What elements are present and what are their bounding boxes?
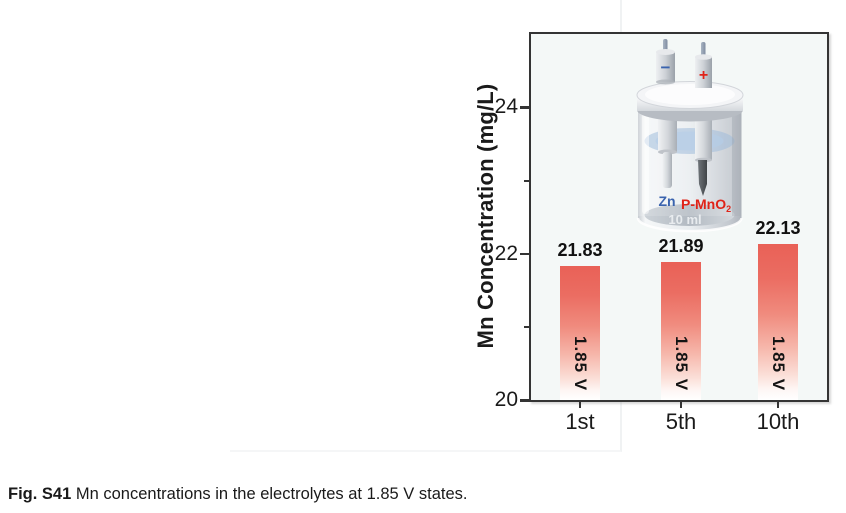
vial-bottom-rim	[636, 217, 743, 233]
figure-panel: Mn Concentration (mg/L) 24 22 20 21.83 1…	[230, 0, 829, 452]
pmno2-label: P-MnO2	[681, 196, 731, 214]
caption-text: Mn concentrations in the electrolytes at…	[71, 485, 468, 503]
x-tick-label-10th: 10th	[756, 409, 800, 434]
glass-highlight	[642, 114, 649, 214]
bar-value-label: 21.83	[557, 240, 603, 260]
y-axis-major-tick	[520, 252, 530, 255]
x-axis-tick	[578, 400, 582, 408]
pmno2-label-sub: 2	[726, 204, 731, 214]
minus-sign: −	[661, 58, 671, 77]
plus-sign: +	[699, 67, 708, 84]
bar-group-5th: 21.89 1.85 V	[658, 34, 704, 400]
caption-prefix: Fig. S41	[8, 485, 72, 503]
y-axis-minor-tick	[524, 326, 530, 328]
mno2-blade	[698, 160, 707, 196]
bar-group-1st: 21.83 1.85 V	[557, 34, 603, 400]
x-tick-label-1st: 1st	[565, 409, 595, 434]
x-axis-tick	[679, 400, 683, 408]
glass-sheen	[638, 112, 742, 216]
bar-value-label: 21.89	[658, 236, 704, 256]
y-tick-label-24: 24	[494, 95, 518, 118]
cell-illustration: − + Zn P-MnO2 10 ml	[636, 39, 744, 233]
figure-caption: Fig. S41 Mn concentrations in the electr…	[8, 485, 468, 504]
x-axis-tick	[776, 400, 780, 408]
y-axis-major-tick	[520, 106, 530, 109]
x-tick-label-5th: 5th	[665, 409, 697, 434]
bar: 1.85 V	[560, 266, 600, 400]
y-axis-major-tick	[520, 399, 530, 402]
positive-terminal: +	[695, 42, 712, 88]
bar-value-label: 22.13	[755, 218, 801, 238]
y-tick-label-20: 20	[494, 388, 518, 411]
y-axis-minor-tick	[524, 179, 530, 182]
bar-group-10th: 22.13 1.85 V	[755, 34, 801, 400]
negative-terminal: −	[656, 39, 675, 85]
y-axis-title: Mn Concentration (mg/L)	[473, 83, 498, 349]
plot-area: 21.83 1.85 V 21.89 1.85 V 22.13 1.85 V	[529, 32, 829, 402]
bar: 1.85 V	[758, 244, 798, 400]
bar-voltage-label: 1.85 V	[571, 335, 590, 391]
vial-lid	[636, 81, 744, 122]
y-tick-label-22: 22	[494, 241, 518, 265]
glass-shade	[732, 112, 742, 216]
bar: 1.85 V	[661, 262, 701, 400]
zn-label: Zn	[658, 193, 675, 209]
pmno2-label-main: P-MnO	[681, 196, 726, 212]
volume-label: 10 ml	[668, 212, 701, 227]
bar-voltage-label: 1.85 V	[672, 335, 691, 391]
bar-voltage-label: 1.85 V	[769, 335, 788, 391]
mno2-electrode	[695, 110, 712, 196]
